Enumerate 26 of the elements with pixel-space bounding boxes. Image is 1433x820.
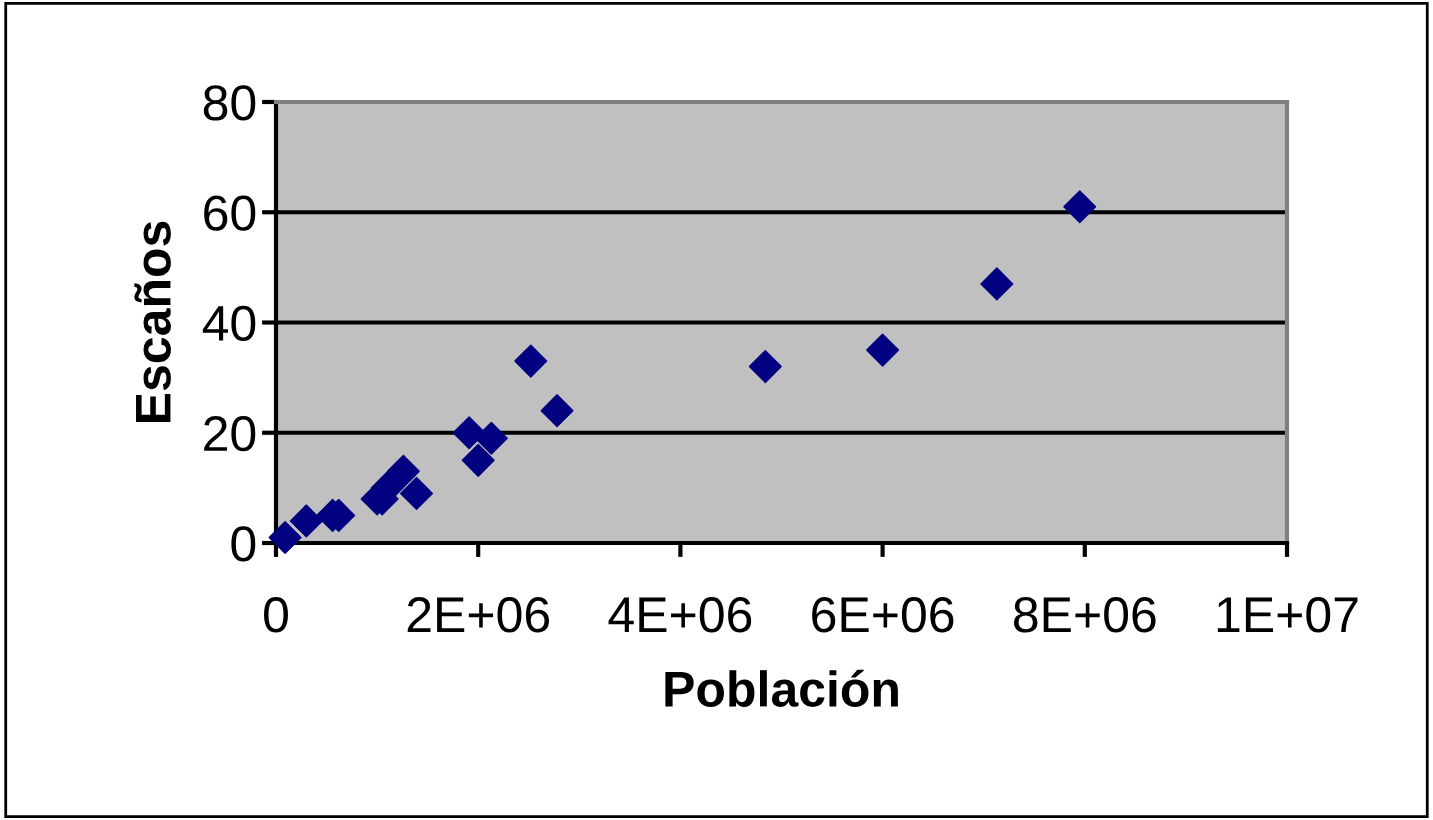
y-tick-label: 60 [204,195,256,231]
x-tick-label: 1E+07 [1217,597,1358,633]
point [474,421,508,455]
point [461,443,495,477]
y-axis-title: Escaños [134,221,171,422]
y-tick-label: 80 [203,85,256,121]
y-tick-label: 20 [204,415,256,452]
x-tick-label: 8E+06 [1013,597,1156,633]
point [514,344,548,378]
point [268,520,302,555]
y-tick-label: 0 [231,526,256,562]
point [748,350,782,384]
point [1063,190,1097,224]
point [452,416,486,450]
point [540,394,574,428]
x-tick-label: 2E+06 [407,597,549,633]
point [289,504,323,538]
point [980,267,1014,301]
x-tick-label: 4E+06 [608,597,752,633]
point [399,476,434,510]
point [386,454,420,488]
point [866,333,900,367]
x-axis-title: Población [665,669,898,707]
x-tick-label: 6E+06 [812,597,954,633]
x-tick-label: 0 [264,597,288,633]
y-tick-label: 40 [202,305,256,342]
